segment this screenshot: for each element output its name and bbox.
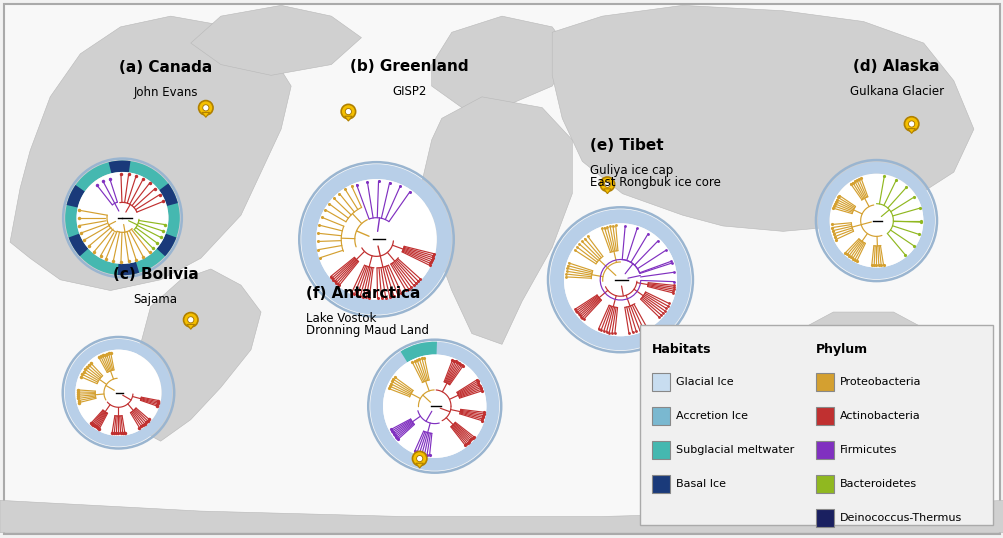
Text: Gulkana Glacier: Gulkana Glacier bbox=[849, 85, 943, 98]
Circle shape bbox=[412, 451, 426, 466]
Text: GISP2: GISP2 bbox=[392, 85, 426, 98]
FancyBboxPatch shape bbox=[815, 476, 833, 493]
Circle shape bbox=[76, 172, 169, 264]
Circle shape bbox=[345, 109, 351, 115]
Text: Firmicutes: Firmicutes bbox=[840, 445, 897, 456]
Circle shape bbox=[828, 174, 923, 267]
FancyBboxPatch shape bbox=[815, 442, 833, 459]
Wedge shape bbox=[400, 342, 436, 362]
Text: (b) Greenland: (b) Greenland bbox=[350, 59, 468, 74]
Circle shape bbox=[341, 104, 355, 119]
Text: Sajama: Sajama bbox=[133, 293, 178, 306]
Text: (f) Antarctica: (f) Antarctica bbox=[306, 286, 420, 301]
Circle shape bbox=[382, 355, 486, 458]
Wedge shape bbox=[64, 339, 173, 447]
Text: Glacial Ice: Glacial Ice bbox=[675, 378, 732, 387]
Circle shape bbox=[316, 179, 436, 300]
Text: Habitats: Habitats bbox=[651, 343, 710, 357]
Circle shape bbox=[184, 313, 198, 327]
Wedge shape bbox=[159, 183, 178, 206]
FancyBboxPatch shape bbox=[4, 4, 999, 534]
Circle shape bbox=[203, 105, 209, 111]
Wedge shape bbox=[66, 185, 84, 208]
Polygon shape bbox=[191, 5, 361, 75]
FancyBboxPatch shape bbox=[639, 325, 992, 525]
Circle shape bbox=[604, 181, 610, 187]
FancyBboxPatch shape bbox=[651, 373, 669, 392]
Polygon shape bbox=[431, 16, 572, 108]
Circle shape bbox=[416, 456, 422, 462]
FancyBboxPatch shape bbox=[651, 407, 669, 426]
Wedge shape bbox=[370, 342, 498, 471]
Polygon shape bbox=[772, 312, 933, 420]
FancyBboxPatch shape bbox=[815, 407, 833, 426]
Text: Deinococcus-Thermus: Deinococcus-Thermus bbox=[840, 513, 962, 523]
Text: Guliya ice cap: Guliya ice cap bbox=[590, 164, 673, 177]
Polygon shape bbox=[344, 116, 352, 121]
Text: Accretion Ice: Accretion Ice bbox=[675, 412, 747, 421]
Text: Proteobacteria: Proteobacteria bbox=[840, 378, 921, 387]
Text: Lake Vostok: Lake Vostok bbox=[306, 312, 376, 325]
Polygon shape bbox=[552, 5, 973, 231]
Polygon shape bbox=[10, 16, 291, 291]
Polygon shape bbox=[202, 112, 210, 117]
Text: Dronning Maud Land: Dronning Maud Land bbox=[306, 324, 429, 337]
Wedge shape bbox=[817, 162, 934, 279]
Text: John Evans: John Evans bbox=[133, 86, 198, 99]
Text: Bacteroidetes: Bacteroidetes bbox=[840, 479, 917, 490]
Wedge shape bbox=[117, 262, 139, 275]
Text: Basal Ice: Basal Ice bbox=[675, 479, 725, 490]
Circle shape bbox=[75, 350, 161, 436]
Wedge shape bbox=[68, 233, 88, 256]
Polygon shape bbox=[0, 500, 1003, 533]
Polygon shape bbox=[421, 97, 572, 344]
Wedge shape bbox=[65, 160, 180, 275]
FancyBboxPatch shape bbox=[815, 509, 833, 527]
Polygon shape bbox=[130, 269, 261, 441]
Circle shape bbox=[600, 177, 614, 192]
Polygon shape bbox=[415, 463, 423, 468]
Circle shape bbox=[188, 317, 194, 323]
Circle shape bbox=[908, 121, 914, 127]
FancyBboxPatch shape bbox=[815, 373, 833, 392]
Text: Phylum: Phylum bbox=[815, 343, 868, 357]
FancyBboxPatch shape bbox=[651, 442, 669, 459]
Circle shape bbox=[199, 101, 213, 115]
Wedge shape bbox=[301, 164, 451, 315]
Text: Subglacial meltwater: Subglacial meltwater bbox=[675, 445, 793, 456]
Text: Actinobacteria: Actinobacteria bbox=[840, 412, 920, 421]
Text: East Rongbuk ice core: East Rongbuk ice core bbox=[590, 176, 720, 189]
Wedge shape bbox=[550, 209, 690, 350]
Wedge shape bbox=[108, 160, 130, 173]
Polygon shape bbox=[603, 189, 611, 194]
FancyBboxPatch shape bbox=[651, 476, 669, 493]
Wedge shape bbox=[156, 233, 177, 256]
Polygon shape bbox=[907, 129, 915, 133]
Text: (c) Bolivia: (c) Bolivia bbox=[112, 267, 199, 282]
Circle shape bbox=[564, 223, 676, 336]
Text: (d) Alaska: (d) Alaska bbox=[853, 59, 939, 74]
Text: (e) Tibet: (e) Tibet bbox=[590, 138, 663, 153]
Text: (a) Canada: (a) Canada bbox=[119, 60, 212, 75]
Polygon shape bbox=[187, 324, 195, 329]
Circle shape bbox=[904, 117, 918, 131]
